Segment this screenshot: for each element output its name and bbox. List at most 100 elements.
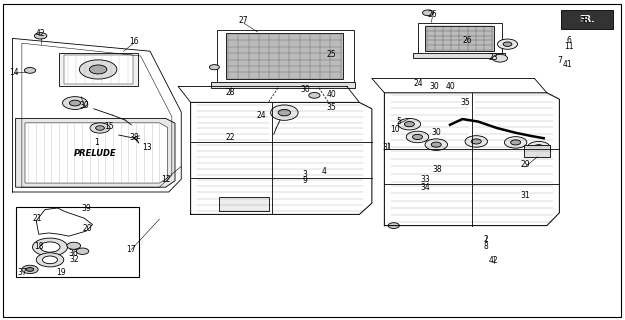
Text: 24: 24: [414, 79, 424, 88]
Text: 38: 38: [432, 165, 442, 174]
Polygon shape: [226, 33, 342, 79]
Text: 4: 4: [321, 167, 326, 176]
Text: 33: 33: [420, 175, 430, 184]
Text: 11: 11: [564, 42, 574, 51]
Text: PRELUDE: PRELUDE: [74, 149, 117, 158]
Text: 35: 35: [461, 98, 471, 107]
Ellipse shape: [398, 118, 421, 130]
Ellipse shape: [26, 268, 34, 271]
Polygon shape: [16, 118, 175, 187]
Bar: [524, 145, 550, 157]
Text: 2: 2: [484, 236, 489, 244]
Bar: [412, 53, 505, 58]
Text: 31: 31: [520, 191, 530, 200]
Bar: [219, 197, 269, 211]
Text: 15: 15: [104, 122, 114, 131]
Text: 40: 40: [326, 90, 336, 99]
Text: 30: 30: [431, 128, 441, 137]
Bar: [59, 53, 138, 86]
Text: 1: 1: [94, 138, 99, 147]
Text: 6: 6: [566, 36, 571, 44]
Text: 8: 8: [484, 242, 489, 251]
Ellipse shape: [498, 39, 518, 49]
Text: 42: 42: [489, 256, 499, 265]
Ellipse shape: [309, 92, 320, 98]
Ellipse shape: [96, 126, 104, 130]
Text: 21: 21: [32, 214, 43, 223]
Text: 26: 26: [428, 10, 438, 19]
Ellipse shape: [67, 242, 81, 249]
Text: 14: 14: [9, 68, 19, 76]
Text: 25: 25: [326, 50, 336, 59]
Bar: [64, 55, 133, 84]
Text: 31: 31: [382, 143, 392, 152]
Ellipse shape: [90, 123, 110, 133]
Text: 42: 42: [36, 29, 46, 38]
Text: 3: 3: [302, 170, 308, 179]
Ellipse shape: [40, 242, 60, 252]
Polygon shape: [425, 26, 494, 51]
Ellipse shape: [79, 60, 117, 79]
Text: 29: 29: [520, 160, 530, 169]
Text: 22: 22: [225, 133, 235, 142]
Polygon shape: [561, 10, 612, 29]
Bar: [418, 23, 502, 54]
Text: 5: 5: [396, 117, 401, 126]
Text: 17: 17: [126, 245, 136, 254]
Ellipse shape: [503, 42, 512, 46]
Ellipse shape: [34, 33, 47, 39]
Text: 28: 28: [225, 88, 235, 97]
Text: 41: 41: [562, 60, 572, 69]
Bar: [211, 82, 355, 88]
Text: 27: 27: [239, 16, 249, 25]
Text: 32: 32: [69, 255, 79, 264]
Bar: [217, 30, 354, 84]
Polygon shape: [25, 123, 168, 183]
Text: 37: 37: [17, 268, 27, 277]
Ellipse shape: [36, 253, 64, 267]
Text: 30: 30: [79, 101, 89, 110]
Ellipse shape: [504, 137, 527, 148]
Ellipse shape: [492, 54, 508, 62]
Ellipse shape: [42, 256, 58, 264]
Ellipse shape: [425, 139, 448, 150]
Text: 23: 23: [489, 53, 499, 62]
Text: 19: 19: [56, 268, 66, 277]
Ellipse shape: [76, 248, 89, 254]
Ellipse shape: [278, 109, 291, 116]
Text: 24: 24: [256, 111, 266, 120]
Text: 40: 40: [445, 82, 455, 91]
Bar: [16, 207, 139, 277]
Ellipse shape: [406, 131, 429, 143]
Ellipse shape: [22, 265, 38, 274]
Ellipse shape: [465, 136, 488, 147]
Text: 10: 10: [390, 125, 400, 134]
Ellipse shape: [89, 65, 107, 74]
Ellipse shape: [404, 122, 414, 127]
Text: 26: 26: [462, 36, 472, 44]
Text: 12: 12: [161, 175, 171, 184]
Text: 13: 13: [142, 143, 152, 152]
Text: 36: 36: [69, 249, 79, 258]
Ellipse shape: [69, 100, 81, 106]
Text: 9: 9: [302, 176, 308, 185]
Text: 18: 18: [34, 242, 44, 251]
Ellipse shape: [209, 65, 219, 70]
Ellipse shape: [412, 134, 422, 140]
Text: 30: 30: [300, 85, 310, 94]
Ellipse shape: [388, 223, 399, 228]
Ellipse shape: [431, 142, 441, 147]
Text: 38: 38: [129, 133, 139, 142]
Text: 39: 39: [81, 204, 91, 213]
Ellipse shape: [422, 10, 434, 16]
Text: FR.: FR.: [579, 15, 594, 24]
Text: 16: 16: [129, 37, 139, 46]
Text: 20: 20: [82, 224, 92, 233]
Ellipse shape: [528, 141, 550, 153]
Text: 34: 34: [420, 183, 430, 192]
Ellipse shape: [534, 145, 544, 150]
Text: FR.: FR.: [580, 16, 591, 25]
Ellipse shape: [511, 140, 521, 145]
Ellipse shape: [62, 97, 88, 109]
Ellipse shape: [471, 139, 481, 144]
